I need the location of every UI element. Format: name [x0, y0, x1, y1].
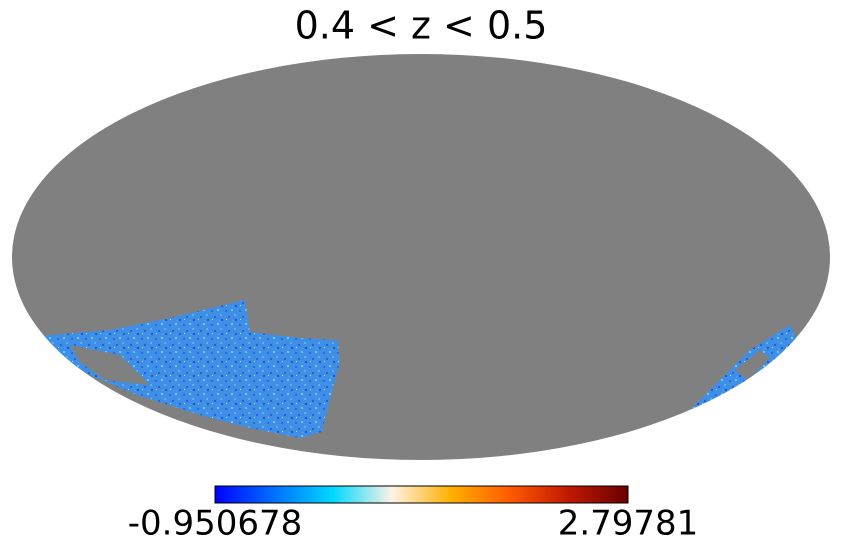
- masked-hole: [70, 345, 150, 385]
- masked-hole: [735, 350, 770, 380]
- colorbar-max-label: 2.79781: [558, 504, 699, 544]
- colorbar: [214, 485, 629, 504]
- colorbar-min-label: -0.950678: [128, 504, 303, 544]
- footprint-south: [40, 300, 340, 438]
- data-footprint: [40, 300, 800, 438]
- map-title: 0.4 < z < 0.5: [295, 4, 548, 48]
